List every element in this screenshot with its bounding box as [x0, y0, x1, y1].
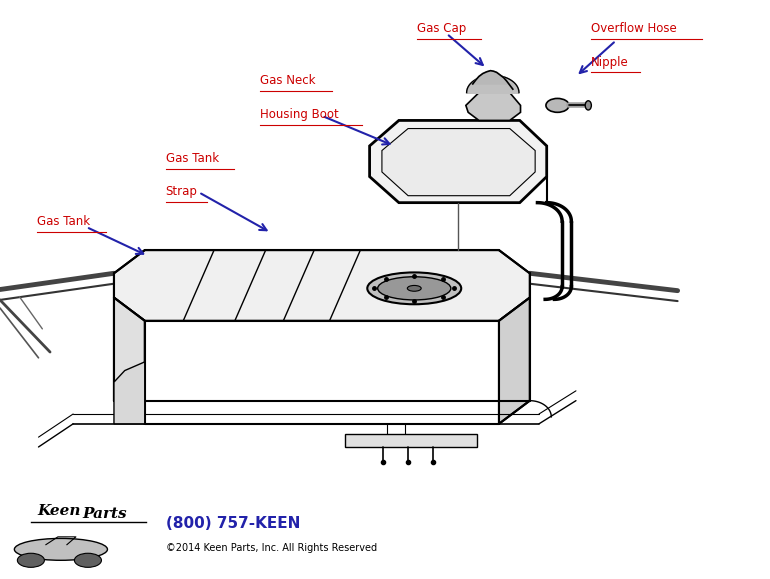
- Polygon shape: [382, 129, 535, 196]
- Text: Parts: Parts: [82, 507, 126, 521]
- Polygon shape: [114, 250, 530, 321]
- Polygon shape: [114, 362, 145, 424]
- Circle shape: [18, 554, 45, 567]
- Text: (800) 757-KEEN: (800) 757-KEEN: [166, 516, 300, 531]
- Text: Overflow Hose: Overflow Hose: [591, 22, 677, 35]
- Text: Housing Boot: Housing Boot: [260, 108, 339, 120]
- Text: Gas Cap: Gas Cap: [417, 22, 467, 35]
- Ellipse shape: [15, 538, 108, 560]
- Text: Gas Tank: Gas Tank: [166, 152, 219, 164]
- Ellipse shape: [546, 98, 569, 112]
- Circle shape: [75, 554, 102, 567]
- Ellipse shape: [367, 273, 461, 305]
- Text: ©2014 Keen Parts, Inc. All Rights Reserved: ©2014 Keen Parts, Inc. All Rights Reserv…: [166, 543, 377, 553]
- Polygon shape: [473, 71, 513, 89]
- Text: Gas Tank: Gas Tank: [37, 215, 90, 228]
- Polygon shape: [467, 75, 519, 93]
- Polygon shape: [114, 298, 145, 424]
- Polygon shape: [345, 434, 477, 447]
- Ellipse shape: [585, 101, 591, 110]
- Text: Nipple: Nipple: [591, 56, 629, 68]
- Polygon shape: [499, 298, 530, 424]
- Ellipse shape: [378, 277, 451, 300]
- Ellipse shape: [407, 285, 421, 291]
- Polygon shape: [370, 120, 547, 203]
- Polygon shape: [466, 93, 521, 120]
- Text: Gas Neck: Gas Neck: [260, 74, 316, 87]
- Text: Keen: Keen: [37, 504, 80, 518]
- Text: Strap: Strap: [166, 185, 197, 198]
